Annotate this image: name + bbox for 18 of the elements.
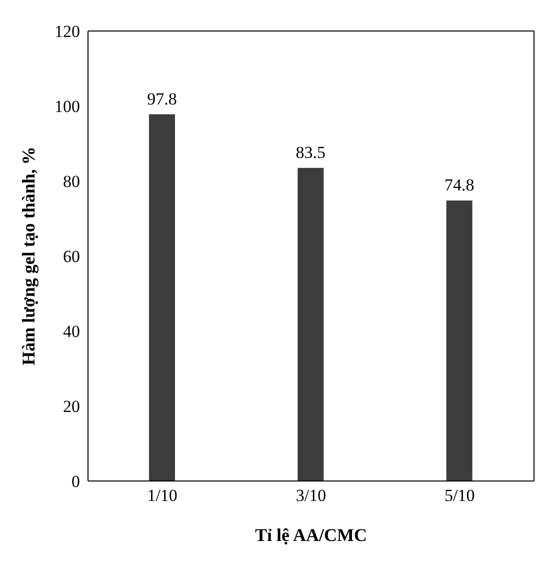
y-axis-title: Hàm lượng gel tạo thành, %: [18, 146, 38, 366]
x-axis-title: Tỉ lệ AA/CMC: [255, 525, 367, 545]
y-tick-label: 40: [63, 322, 80, 342]
x-tick-label: 1/10: [147, 486, 178, 506]
bar: [446, 200, 472, 481]
y-tick-label: 0: [72, 472, 80, 492]
y-tick-label: 80: [63, 172, 80, 192]
data-label: 74.8: [444, 176, 474, 194]
y-tick-label: 100: [54, 97, 80, 116]
bar: [298, 168, 324, 481]
x-tick-label: 5/10: [444, 486, 475, 506]
data-label: 97.8: [147, 89, 177, 108]
y-tick-label: 20: [63, 397, 80, 416]
data-label: 83.5: [296, 142, 326, 162]
bar: [149, 114, 175, 481]
y-tick-label: 60: [63, 247, 80, 266]
x-tick-label: 3/10: [296, 486, 326, 506]
y-tick-label: 120: [54, 22, 80, 42]
